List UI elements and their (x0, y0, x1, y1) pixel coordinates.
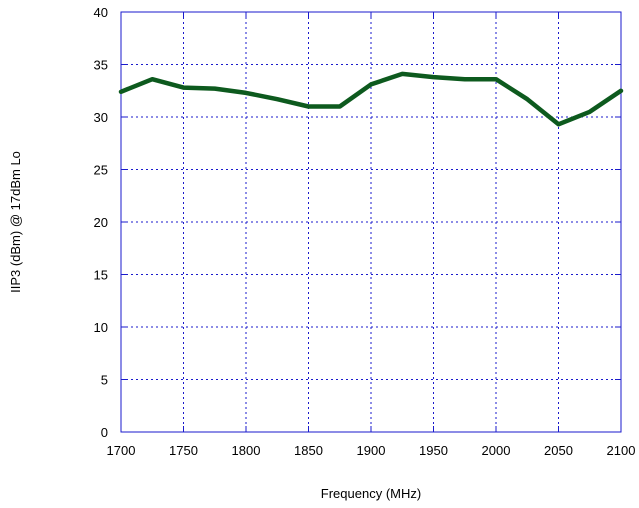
y-tick-label: 15 (94, 268, 108, 283)
y-tick-label: 0 (101, 425, 108, 440)
x-tick-label: 2050 (544, 443, 573, 458)
y-tick-label: 25 (94, 163, 108, 178)
y-tick-label: 20 (94, 215, 108, 230)
x-tick-label: 2000 (482, 443, 511, 458)
y-tick-label: 35 (94, 58, 108, 73)
series-line (118, 71, 624, 127)
tick-marks (120, 11, 622, 433)
x-tick-label: 1750 (169, 443, 198, 458)
x-tick-label: 1800 (232, 443, 261, 458)
x-tick-label: 2100 (607, 443, 636, 458)
x-axis-label: Frequency (MHz) (321, 486, 421, 501)
x-tick-label: 1850 (294, 443, 323, 458)
x-tick-label: 1700 (107, 443, 136, 458)
y-tick-label: 10 (94, 320, 108, 335)
y-tick-label: 40 (94, 5, 108, 20)
grid-lines (121, 12, 621, 432)
x-tick-label: 1900 (357, 443, 386, 458)
y-tick-label: 30 (94, 110, 108, 125)
y-axis-label: IIP3 (dBm) @ 17dBm Lo (8, 151, 23, 293)
x-tick-label: 1950 (419, 443, 448, 458)
y-tick-label: 5 (101, 373, 108, 388)
y-tick-labels: 0 5 10 15 20 25 30 35 40 (94, 5, 108, 440)
series-lines (118, 71, 624, 127)
x-tick-labels: 1700 1750 1800 1850 1900 1950 2000 2050 2100 (107, 443, 636, 458)
